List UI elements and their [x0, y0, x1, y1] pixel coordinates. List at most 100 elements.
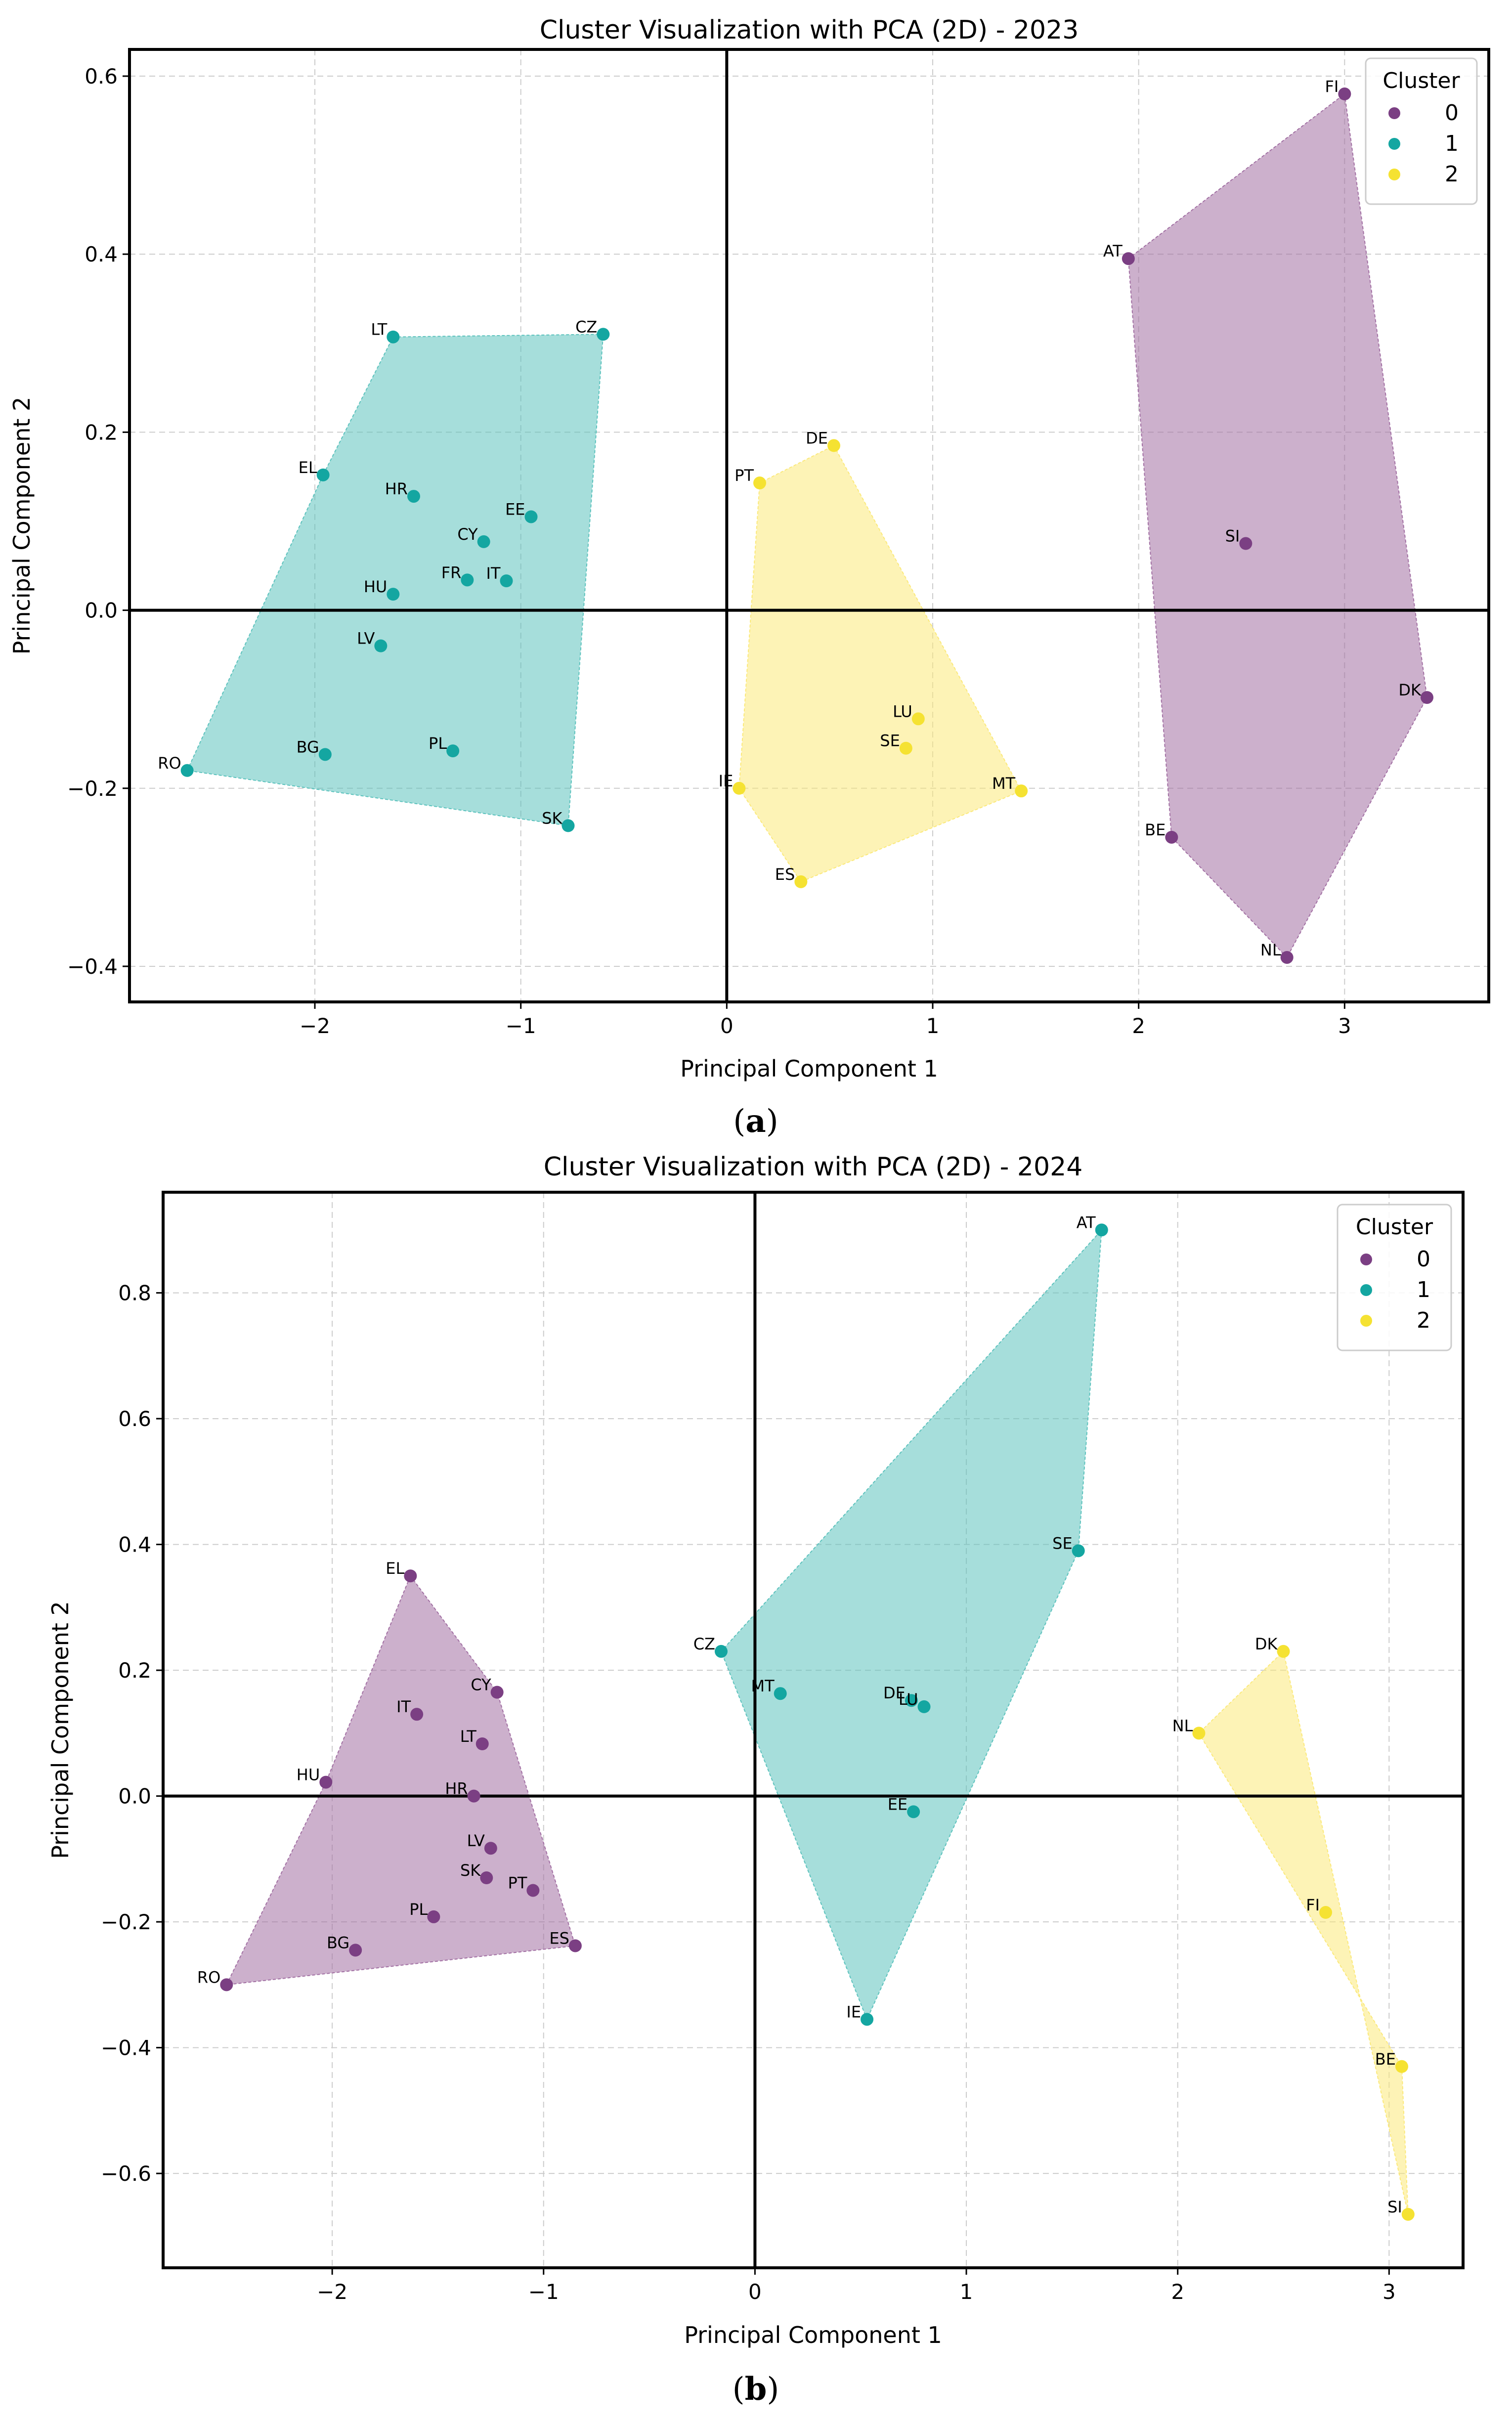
point-label: LV: [357, 629, 375, 648]
data-point-hu: [319, 1775, 333, 1789]
data-point-pt: [753, 476, 766, 490]
x-tick-label: 1: [926, 1014, 940, 1038]
data-point-hr: [467, 1789, 480, 1803]
y-tick-label: 0.6: [118, 1407, 151, 1431]
y-tick-label: −0.4: [67, 954, 118, 979]
data-point-el: [404, 1569, 417, 1583]
point-label: BG: [327, 1933, 349, 1952]
data-point-dk: [1277, 1644, 1290, 1658]
data-point-nl: [1192, 1727, 1206, 1740]
point-label: DE: [806, 429, 828, 447]
point-label: IT: [486, 564, 501, 583]
caption-open-paren: (: [733, 2371, 745, 2408]
cluster-hull-2: [738, 445, 1022, 883]
data-point-si: [1401, 2207, 1415, 2221]
x-axis-label: Principal Component 1: [680, 1055, 938, 1082]
x-axis-label: Principal Component 1: [684, 2322, 942, 2348]
point-label: DE: [883, 1684, 906, 1702]
data-point-se: [899, 741, 912, 755]
point-label: SK: [460, 1861, 481, 1880]
data-point-fi: [1338, 87, 1351, 101]
point-label: ES: [549, 1929, 569, 1947]
caption-letter: b: [745, 2371, 767, 2408]
data-point-cz: [714, 1644, 728, 1658]
data-point-de: [905, 1694, 918, 1707]
data-point-lu: [911, 712, 925, 726]
data-point-it: [410, 1708, 424, 1721]
cluster-hull-1: [186, 334, 604, 826]
point-label: DK: [1398, 681, 1422, 699]
data-point-ie: [861, 2013, 874, 2026]
x-tick-label: −1: [528, 2280, 559, 2304]
caption-letter: a: [745, 1103, 766, 1140]
figure-caption: (b): [733, 2371, 779, 2408]
point-label: CZ: [693, 1635, 715, 1653]
y-tick-label: −0.6: [101, 2162, 151, 2186]
point-label: EE: [505, 500, 525, 519]
data-point-be: [1165, 830, 1178, 844]
point-label: IT: [396, 1697, 411, 1716]
data-point-se: [1072, 1544, 1085, 1558]
data-point-fi: [1319, 1906, 1333, 1919]
figure-caption: (a): [733, 1103, 778, 1140]
y-tick-label: 0.2: [85, 420, 118, 444]
point-label: SI: [1225, 527, 1240, 546]
point-label: RO: [197, 1968, 220, 1987]
data-point-sk: [562, 819, 575, 832]
y-tick-label: 0.0: [85, 599, 118, 623]
point-label: BE: [1375, 2050, 1396, 2069]
point-label: FI: [1325, 77, 1339, 96]
caption-close-paren: ): [766, 1103, 778, 1140]
legend-entry: 1: [1417, 1277, 1430, 1302]
data-point-mt: [774, 1687, 787, 1700]
caption-open-paren: (: [733, 1103, 745, 1140]
data-point-ee: [524, 510, 538, 523]
data-point-it: [500, 574, 513, 588]
legend-marker-0: [1388, 107, 1400, 119]
point-label: MT: [751, 1677, 775, 1695]
data-point-ro: [220, 1978, 233, 1991]
legend-entry: 0: [1417, 1247, 1430, 1272]
legend-entry: 1: [1445, 131, 1459, 156]
y-axis-label: Principal Component 2: [8, 397, 35, 655]
y-tick-label: −0.2: [101, 1910, 151, 1934]
data-point-cz: [597, 328, 610, 341]
x-tick-label: −2: [300, 1014, 330, 1038]
data-point-es: [794, 875, 808, 888]
legend-marker-2: [1388, 169, 1400, 180]
point-label: BE: [1145, 821, 1166, 839]
data-point-lt: [475, 1737, 489, 1750]
data-point-hr: [407, 490, 420, 503]
x-tick-label: 2: [1171, 2280, 1184, 2304]
point-label: SI: [1387, 2198, 1402, 2216]
legend-entry: 0: [1445, 100, 1459, 126]
data-point-fr: [461, 573, 474, 587]
data-point-cy: [477, 535, 490, 548]
caption-close-paren: ): [767, 2371, 779, 2408]
data-point-lv: [374, 639, 388, 652]
chart-title: Cluster Visualization with PCA (2D) - 20…: [544, 1152, 1083, 1182]
point-label: NL: [1260, 941, 1281, 959]
legend-marker-1: [1360, 1284, 1372, 1296]
data-point-at: [1122, 252, 1135, 265]
y-tick-label: −0.4: [101, 2036, 151, 2060]
y-axis-label: Principal Component 2: [47, 1601, 74, 1859]
data-point-hu: [387, 588, 400, 601]
data-point-at: [1095, 1223, 1108, 1237]
data-point-be: [1395, 2060, 1408, 2073]
point-label: PT: [734, 466, 754, 485]
data-point-lv: [484, 1842, 497, 1855]
point-label: SK: [542, 809, 562, 827]
legend-box: [1365, 57, 1478, 205]
point-label: PL: [409, 1900, 428, 1919]
legend: Cluster 0 1 2: [1365, 57, 1478, 205]
y-tick-label: 0.0: [118, 1784, 151, 1809]
chart-2024: Cluster Visualization with PCA (2D) - 20…: [47, 1152, 1465, 2408]
point-label: SE: [880, 732, 900, 750]
data-point-si: [1239, 537, 1253, 550]
x-tick-label: 2: [1132, 1014, 1145, 1038]
point-label: EE: [888, 1795, 907, 1814]
point-label: LT: [371, 320, 387, 339]
y-tick-label: 0.4: [118, 1533, 151, 1557]
legend-entry: 2: [1445, 162, 1459, 187]
